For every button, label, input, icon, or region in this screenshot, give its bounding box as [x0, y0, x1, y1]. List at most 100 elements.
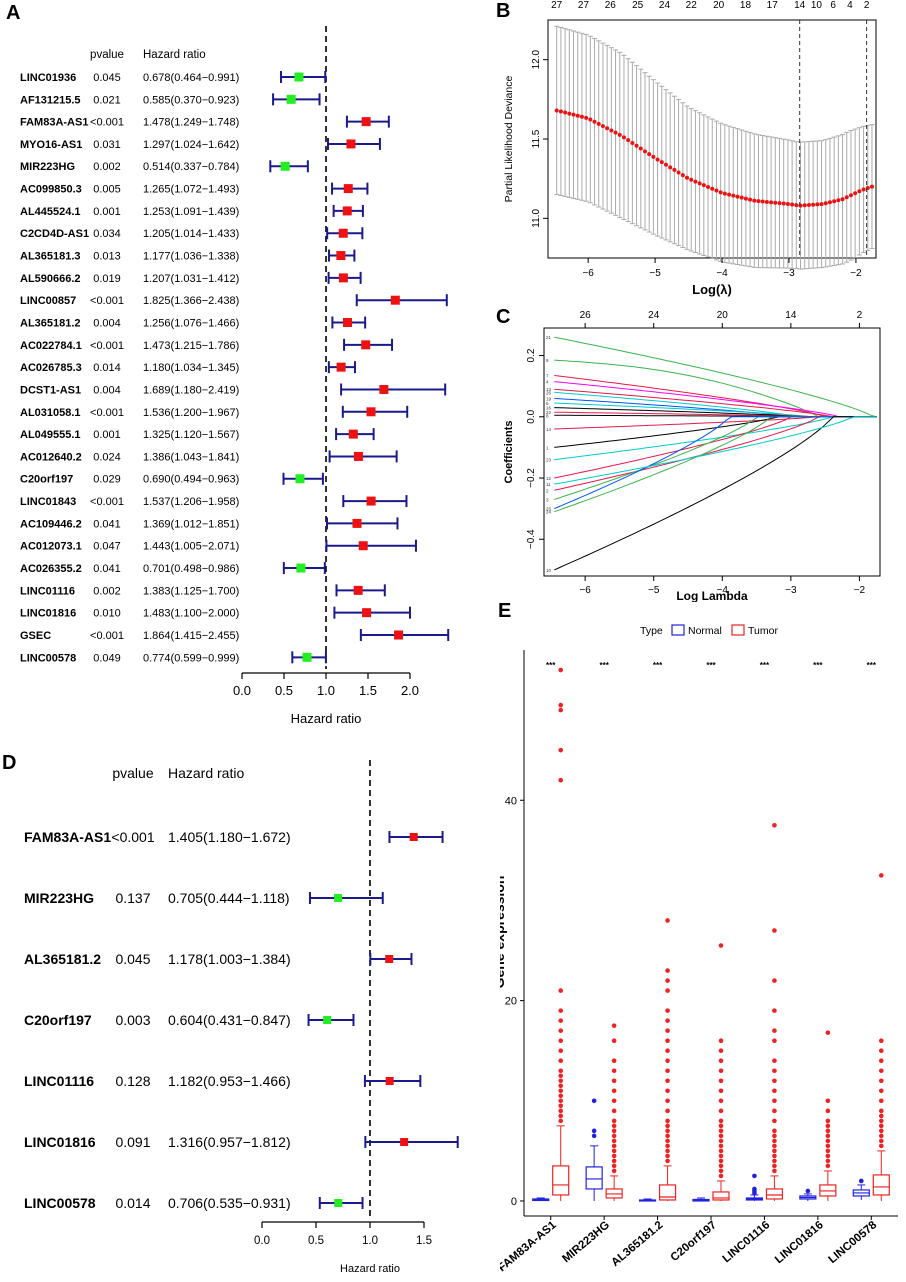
- cv-point: [844, 195, 849, 200]
- cv-point: [693, 179, 698, 184]
- tumor-outlier: [558, 1108, 564, 1114]
- tumor-outlier: [825, 1158, 831, 1164]
- pvalue-text: 0.010: [93, 608, 121, 620]
- coef-path: [554, 416, 877, 461]
- cv-point: [613, 130, 618, 135]
- hr-text: 1.182(0.953−1.466): [168, 1073, 291, 1089]
- y-tick-label: 0.0: [526, 409, 537, 423]
- cv-point: [605, 126, 610, 131]
- tumor-outlier: [878, 1118, 884, 1124]
- hr-text: 1.864(1.415−2.455): [143, 630, 239, 642]
- tumor-outlier: [611, 1148, 617, 1154]
- cv-point: [823, 201, 828, 206]
- top-count-label: 22: [686, 0, 698, 11]
- x-tick-label: −6: [579, 585, 591, 596]
- pvalue-text: 0.137: [115, 890, 150, 906]
- hr-text: 1.473(1.215−1.786): [143, 340, 239, 352]
- panel-label-d: D: [2, 752, 17, 774]
- tumor-outlier: [825, 1163, 831, 1169]
- cv-point: [764, 199, 769, 204]
- coef-path-label: 11: [546, 482, 551, 487]
- pvalue-text: 0.013: [93, 251, 121, 263]
- tumor-outlier: [878, 1113, 884, 1119]
- tumor-outlier: [718, 1143, 724, 1149]
- cv-point: [567, 111, 572, 116]
- gene-label: LINC01816: [24, 1134, 96, 1150]
- pvalue-text: 0.001: [93, 429, 121, 441]
- tumor-outlier: [772, 1078, 777, 1084]
- tumor-outlier: [611, 1163, 617, 1169]
- cv-point: [718, 190, 723, 195]
- x-tick-label: −5: [649, 268, 661, 279]
- hazard-ratio-header: Hazard ratio: [168, 765, 244, 781]
- cv-point: [811, 202, 816, 207]
- gene-label: AC099850.3: [20, 184, 82, 196]
- tumor-outlier: [772, 1028, 777, 1033]
- hr-point: [361, 117, 371, 127]
- normal-box: [585, 1166, 603, 1190]
- tumor-outlier: [772, 978, 777, 983]
- top-count-label: 20: [713, 0, 725, 11]
- tumor-outlier: [878, 1058, 884, 1064]
- tumor-outlier: [878, 1123, 884, 1129]
- pvalue-text: 0.005: [93, 184, 121, 196]
- pvalue-text: 0.049: [93, 652, 121, 664]
- gene-label: MYO16-AS1: [20, 139, 82, 151]
- tumor-box: [765, 1188, 784, 1200]
- tumor-outlier: [611, 1108, 617, 1114]
- cv-point: [626, 138, 631, 143]
- pvalue-text: <0.001: [90, 295, 124, 307]
- hr-point: [296, 563, 306, 573]
- y-axis-title: Gene expression: [500, 876, 507, 989]
- hr-text: 1.316(0.957−1.812): [168, 1134, 291, 1150]
- hr-text: 1.478(1.249−1.748): [143, 117, 239, 129]
- cv-point: [806, 202, 811, 207]
- tumor-outlier: [611, 1158, 617, 1164]
- tumor-outlier: [718, 1118, 724, 1124]
- tumor-outlier: [772, 1148, 777, 1154]
- top-count-label: 6: [830, 0, 836, 11]
- pvalue-text: 0.004: [93, 317, 121, 329]
- normal-outlier: [858, 1178, 864, 1184]
- gene-label: C2CD4D-AS1: [20, 228, 89, 240]
- pvalue-text: 0.021: [93, 94, 121, 106]
- cv-point: [642, 149, 647, 154]
- hr-point: [385, 955, 394, 963]
- tumor-outlier: [665, 1143, 670, 1149]
- hr-point: [336, 362, 346, 372]
- cv-point: [563, 110, 568, 115]
- gene-label: LINC00578: [20, 652, 76, 664]
- cv-point: [592, 119, 597, 124]
- cv-point: [638, 146, 643, 151]
- pvalue-text: 0.004: [93, 384, 121, 396]
- hr-point: [353, 451, 363, 461]
- tumor-outlier: [558, 1008, 564, 1013]
- x-tick-label: LINC00578: [826, 1219, 879, 1266]
- top-count-label: 26: [580, 310, 592, 321]
- tumor-outlier: [772, 1128, 777, 1134]
- hr-text: 1.483(1.100−2.000): [143, 608, 239, 620]
- pvalue-text: 0.034: [93, 228, 121, 240]
- gene-label: AC109446.2: [20, 518, 82, 530]
- tumor-outlier: [825, 1133, 831, 1139]
- lambda-deviance-plot-b: −6 −5 −4 −3 −211.011.512.027 27 26 25 24 22 20 18 17…: [503, 0, 877, 297]
- cv-point: [794, 203, 799, 208]
- coef-path-label: 26: [546, 390, 552, 395]
- hr-point: [385, 1077, 394, 1085]
- x-tick-label: −3: [783, 268, 795, 279]
- gene-label: AC022784.1: [20, 340, 82, 352]
- significance-mark: ***: [760, 661, 770, 670]
- tumor-outlier: [718, 1128, 724, 1134]
- gene-label: AL365181.3: [20, 251, 81, 263]
- tumor-outlier: [772, 1068, 777, 1074]
- hr-text: 1.207(1.031−1.412): [143, 273, 239, 285]
- tumor-outlier: [718, 1173, 724, 1179]
- gene-label: AL031058.1: [20, 407, 81, 419]
- tumor-outlier: [665, 1048, 670, 1054]
- hr-text: 1.386(1.043−1.841): [143, 451, 239, 463]
- cv-point: [836, 198, 841, 203]
- pvalue-header: pvalue: [112, 765, 153, 781]
- x-tick-label: −6: [582, 268, 594, 279]
- hr-point: [346, 139, 356, 149]
- hr-point: [379, 384, 389, 394]
